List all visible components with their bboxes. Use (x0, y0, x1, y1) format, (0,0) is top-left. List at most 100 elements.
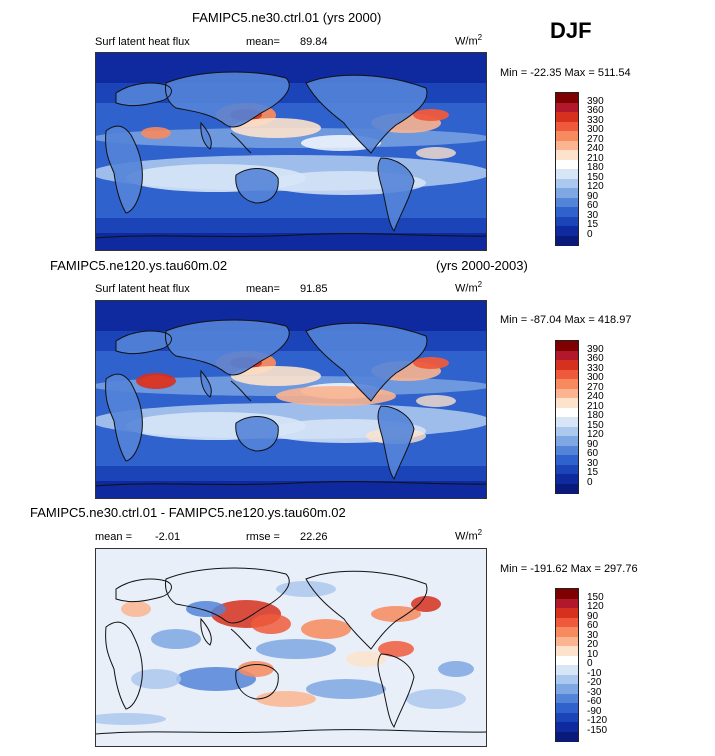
colorbar-tick-label: 300 (587, 372, 604, 383)
colorbar-swatch (556, 665, 578, 675)
colorbar-tick-label: 120 (587, 429, 604, 440)
colorbar-tick-label: 30 (587, 209, 599, 221)
colorbar-swatch (556, 674, 578, 685)
field-patch (413, 357, 449, 369)
panel1-map-field (96, 53, 486, 250)
colorbar-swatch (556, 608, 578, 618)
coastline (235, 416, 279, 452)
field-patch (406, 689, 466, 709)
field-patch (231, 118, 321, 138)
land-area (105, 374, 143, 461)
panel1-mean-label: mean= (246, 36, 280, 48)
colorbar-swatch (556, 684, 578, 694)
colorbar-tick-label: -20 (587, 677, 602, 688)
colorbar-tick-label: -10 (587, 667, 602, 679)
panel3-rmse-value: 22.26 (300, 531, 328, 543)
colorbar-tick-label: 60 (587, 620, 599, 631)
colorbar-swatch (556, 464, 578, 475)
colorbar-tick-label: -150 (587, 724, 608, 736)
field-band (96, 233, 486, 250)
field-patch (96, 376, 486, 396)
land-area (306, 323, 427, 401)
field-patch (416, 395, 456, 407)
colorbar-tick-label: 10 (587, 648, 599, 660)
colorbar-tick-label: 30 (587, 457, 599, 469)
land-area (116, 83, 172, 106)
field-band (96, 53, 486, 83)
colorbar-swatch (556, 360, 578, 370)
colorbar-swatch (556, 617, 578, 628)
panel3-units: W/m2 (455, 528, 483, 543)
colorbar-swatch (556, 398, 578, 408)
coastline (96, 481, 486, 487)
coastline (105, 373, 143, 462)
colorbar-tick-label: 90 (587, 190, 599, 202)
coastline (165, 71, 290, 128)
colorbar-swatch (556, 235, 578, 246)
panel1-mean-value: 89.84 (300, 36, 328, 48)
field-patch (256, 691, 316, 707)
coastline (165, 567, 290, 624)
field-patch (438, 661, 474, 677)
colorbar-tick-label: 120 (587, 181, 604, 192)
field-patch (378, 641, 414, 657)
colorbar-swatch (556, 131, 578, 141)
field-patch (306, 679, 386, 699)
field-band (96, 301, 486, 331)
colorbar-swatch (556, 379, 578, 389)
colorbar-tick-label: 240 (587, 391, 604, 402)
colorbar-swatch (556, 417, 578, 427)
field-patch (186, 601, 226, 617)
coastline (235, 168, 279, 204)
colorbar-swatch (556, 102, 578, 113)
coastline (305, 322, 428, 402)
colorbar-swatch (556, 655, 578, 666)
panel2-units: W/m2 (455, 280, 483, 295)
colorbar-tick-label: 210 (587, 152, 604, 164)
field-patch (121, 601, 151, 617)
colorbar-tick-label: 360 (587, 105, 604, 116)
panel2-years: (yrs 2000-2003) (436, 258, 528, 273)
panel2-minmax: Min = -87.04 Max = 418.97 (500, 314, 632, 326)
panel1-minmax: Min = -22.35 Max = 511.54 (500, 67, 631, 79)
colorbar-swatch (556, 369, 578, 380)
colorbar-tick-label: 270 (587, 381, 604, 393)
panel1-run-title: FAMIPC5.ne30.ctrl.01 (yrs 2000) (192, 10, 382, 25)
field-patch (251, 614, 291, 634)
colorbar-tick-label: 150 (587, 171, 604, 183)
land-area (378, 406, 414, 479)
colorbar-swatch (556, 341, 578, 351)
colorbar-tick-label: 180 (587, 410, 604, 421)
colorbar-tick-label: -60 (587, 696, 602, 707)
colorbar-swatch (556, 426, 578, 437)
colorbar-swatch (556, 646, 578, 656)
panel2-run-title: FAMIPC5.ne120.ys.tau60m.02 (50, 258, 228, 273)
panel1-colorbar (555, 92, 579, 246)
colorbar-swatch (556, 178, 578, 189)
colorbar-swatch (556, 598, 578, 609)
colorbar-swatch (556, 627, 578, 637)
panel3-map-field (96, 549, 486, 746)
field-patch (231, 366, 321, 386)
coastline (377, 405, 415, 481)
coastline (200, 369, 212, 398)
colorbar-swatch (556, 112, 578, 122)
panel2-mean-value: 91.85 (300, 283, 328, 295)
land-area (116, 331, 172, 354)
panel1-map (95, 52, 487, 251)
season-label: DJF (550, 18, 592, 43)
coastline (165, 319, 290, 376)
coastline (235, 664, 279, 700)
colorbar-tick-label: 300 (587, 124, 604, 135)
colorbar-tick-label: 330 (587, 362, 604, 374)
colorbar-swatch (556, 93, 578, 103)
panel1-variable-label: Surf latent heat flux (95, 36, 190, 48)
colorbar-swatch (556, 159, 578, 170)
coastline (377, 653, 415, 729)
colorbar-tick-label: 0 (587, 476, 593, 488)
field-patch (413, 109, 449, 121)
land-area (200, 371, 212, 397)
panel2-mean-label: mean= (246, 283, 280, 295)
colorbar-tick-label: 90 (587, 438, 599, 450)
panel3-run-title: FAMIPC5.ne30.ctrl.01 - FAMIPC5.ne120.ys.… (30, 505, 346, 520)
